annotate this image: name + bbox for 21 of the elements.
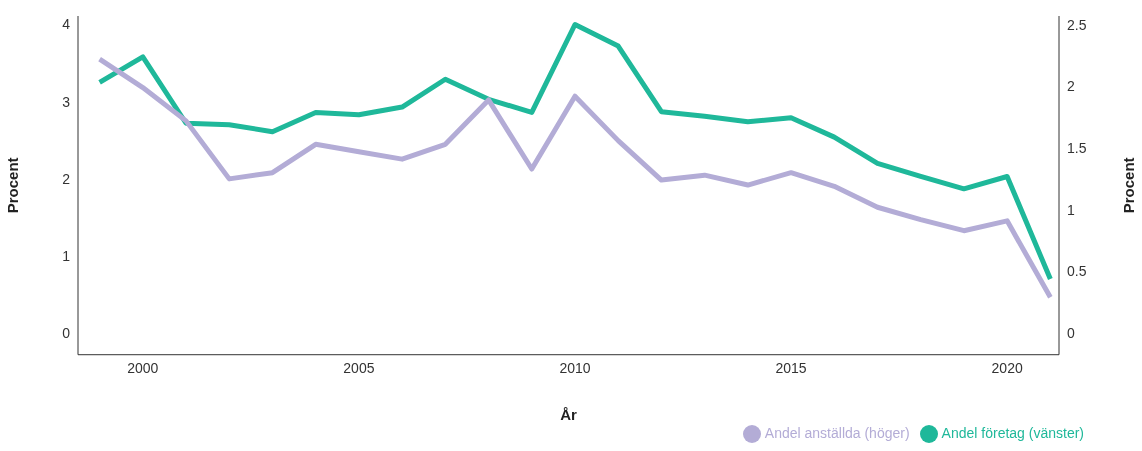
y-tick-label: 2 bbox=[62, 170, 71, 187]
y2-tick-label: 2.5 bbox=[1067, 16, 1087, 33]
x-tick-label: 2000 bbox=[127, 359, 159, 376]
x-tick-label: 2020 bbox=[991, 359, 1023, 376]
y-axis-title: Procent bbox=[4, 157, 22, 214]
y-tick-label: 0 bbox=[62, 325, 71, 342]
y2-tick-label: 1 bbox=[1067, 201, 1075, 218]
x-tick-label: 2015 bbox=[775, 359, 807, 376]
y2-tick-label: 2 bbox=[1067, 78, 1075, 95]
y2-tick-label: 1.5 bbox=[1067, 140, 1087, 156]
y2-tick-label: 0.5 bbox=[1067, 263, 1087, 280]
x-tick-label: 2010 bbox=[559, 359, 591, 376]
x-tick-label: 2005 bbox=[343, 359, 375, 376]
y2-axis-title: Procent bbox=[1120, 157, 1138, 214]
x-axis-title: År bbox=[560, 405, 577, 423]
legend-label: Andel anställda (höger) bbox=[764, 424, 910, 441]
y2-tick-label: 0 bbox=[1067, 325, 1075, 342]
y-tick-label: 1 bbox=[62, 247, 71, 264]
legend-label: Andel företag (vänster) bbox=[941, 424, 1084, 441]
y-tick-label: 3 bbox=[62, 93, 71, 110]
y-tick-label: 4 bbox=[62, 16, 71, 33]
